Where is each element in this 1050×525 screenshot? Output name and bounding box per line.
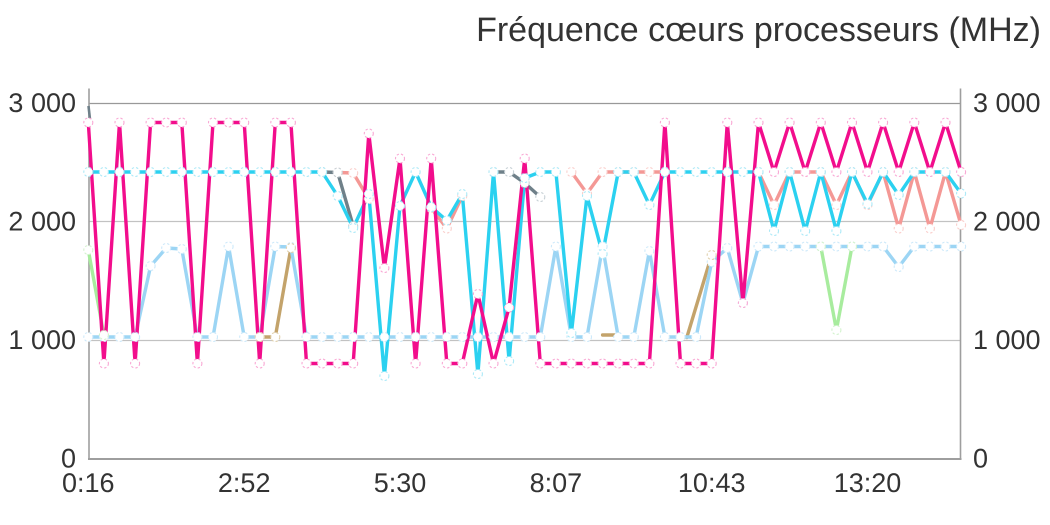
svg-text:2:52: 2:52 <box>218 468 271 498</box>
svg-text:Fréquence cœurs processeurs (M: Fréquence cœurs processeurs (MHz) <box>476 11 1041 49</box>
svg-text:0:16: 0:16 <box>62 468 115 498</box>
svg-text:1 000: 1 000 <box>973 325 1041 355</box>
svg-text:1 000: 1 000 <box>8 325 76 355</box>
svg-text:3 000: 3 000 <box>973 88 1041 118</box>
svg-text:10:43: 10:43 <box>678 468 746 498</box>
svg-text:0: 0 <box>61 444 76 474</box>
svg-text:3 000: 3 000 <box>8 88 76 118</box>
svg-text:5:30: 5:30 <box>374 468 427 498</box>
svg-text:2 000: 2 000 <box>973 207 1041 237</box>
svg-text:0: 0 <box>973 444 988 474</box>
svg-text:8:07: 8:07 <box>530 468 583 498</box>
svg-text:2 000: 2 000 <box>8 207 76 237</box>
svg-text:13:20: 13:20 <box>834 468 902 498</box>
